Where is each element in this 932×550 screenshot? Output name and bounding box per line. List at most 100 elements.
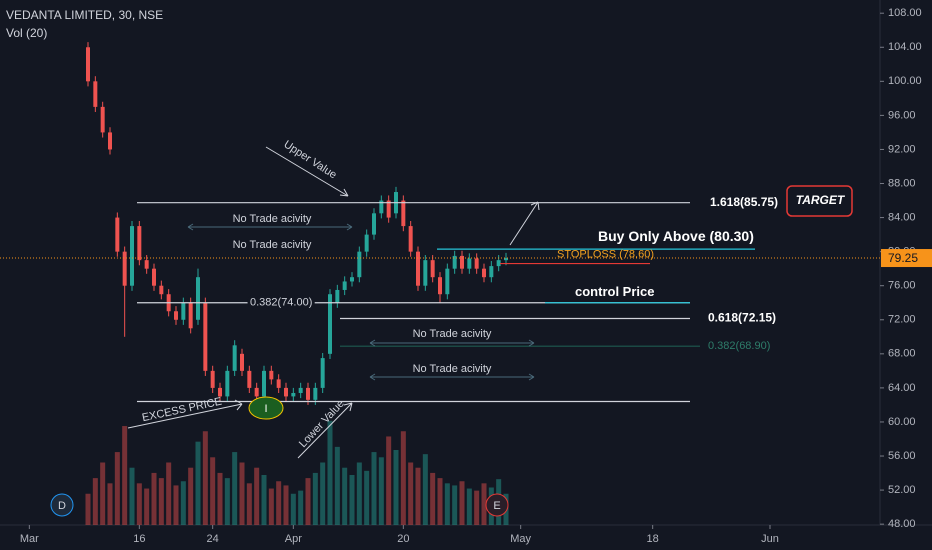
y-tick-label: 100.00 <box>888 75 922 87</box>
candle-body <box>210 370 215 388</box>
volume-bar <box>217 472 223 525</box>
volume-bar <box>246 483 252 525</box>
x-tick-label: 20 <box>397 533 409 545</box>
target-box <box>786 185 853 217</box>
candle-body <box>313 387 318 400</box>
arrow <box>127 399 243 429</box>
x-tick-label: Jun <box>761 533 779 545</box>
volume-bar <box>254 467 260 525</box>
candle-body <box>269 370 274 380</box>
x-tick-label: 16 <box>133 533 145 545</box>
candle-body <box>445 268 450 295</box>
candle-body <box>262 370 266 397</box>
volume-bar <box>268 488 274 525</box>
volume-bar <box>122 426 128 525</box>
candle-body <box>504 258 508 261</box>
candle-body <box>247 370 252 388</box>
candle-body <box>276 379 281 388</box>
volume-bar <box>437 478 443 525</box>
volume-bar <box>334 446 340 525</box>
annotation: No Trade acivity <box>233 239 312 251</box>
candle-body <box>196 277 200 320</box>
volume-bar <box>239 462 245 525</box>
candle-body <box>254 387 259 397</box>
candle-body <box>203 302 208 371</box>
y-tick-label: 48.00 <box>888 518 916 530</box>
candle-body <box>86 47 90 82</box>
volume-bar <box>92 478 98 525</box>
y-tick-label: 72.00 <box>888 314 916 326</box>
volume-bar <box>129 467 135 525</box>
candle-body <box>328 294 332 354</box>
volume-bar <box>481 483 487 525</box>
volume-bar <box>166 462 172 525</box>
candle-body <box>401 200 406 227</box>
candle-body <box>122 251 127 286</box>
ellipse <box>248 396 284 420</box>
candle-body <box>372 213 376 235</box>
volume-bar <box>327 420 333 525</box>
y-tick-label: 88.00 <box>888 177 916 189</box>
volume-bar <box>342 467 348 525</box>
level-label: 0.382(74.00) <box>250 297 312 309</box>
volume-bar <box>386 436 392 525</box>
candle-body <box>423 260 428 286</box>
volume-label: Vol (20) <box>6 26 47 40</box>
price-axis-panel <box>880 0 932 550</box>
volume-bar <box>430 472 436 525</box>
volume-bar <box>114 452 120 525</box>
candle-body <box>467 258 472 269</box>
volume-bar <box>224 478 230 525</box>
y-tick-label: 68.00 <box>888 348 916 360</box>
x-tick-label: Mar <box>20 533 39 545</box>
candle-body <box>386 200 391 218</box>
candle-body <box>137 226 142 261</box>
candle-body <box>335 289 340 303</box>
volume-bar <box>371 452 377 525</box>
candle-body <box>188 302 193 329</box>
volume-bar <box>298 490 304 525</box>
annotation: No Trade acivity <box>413 328 492 340</box>
double-arrow <box>369 339 535 347</box>
candle-body <box>108 132 112 150</box>
level-label: STOPLOSS (78.60) <box>557 248 654 260</box>
target-label: TARGET <box>796 193 846 207</box>
arrow <box>509 201 540 246</box>
volume-bar <box>151 472 157 525</box>
candle-body <box>357 251 362 278</box>
candle-body <box>225 370 230 397</box>
candle-body <box>320 358 325 388</box>
candle-body <box>232 345 237 371</box>
x-tick-label: 18 <box>647 533 659 545</box>
arrow <box>265 146 349 197</box>
volume-bar <box>312 472 318 525</box>
volume-bar <box>144 488 150 525</box>
candle-body <box>482 268 486 278</box>
candle-body <box>298 387 303 394</box>
candle-body <box>100 106 105 133</box>
volume-bar <box>107 483 113 525</box>
y-tick-label: 104.00 <box>888 41 922 53</box>
candle-body <box>430 260 435 278</box>
last-price-box <box>881 249 932 268</box>
x-tick-label: Apr <box>285 533 302 545</box>
level-label: 1.618(85.75) <box>710 195 778 209</box>
volume-bar <box>408 462 414 525</box>
volume-bar <box>276 481 282 525</box>
candle-body <box>93 81 98 107</box>
candle-body <box>240 353 244 371</box>
candle-body <box>159 285 164 295</box>
volume-bar <box>232 452 238 525</box>
y-tick-label: 52.00 <box>888 484 916 496</box>
volume-bar <box>85 493 91 525</box>
candle-body <box>438 277 442 295</box>
y-tick-label: 84.00 <box>888 211 916 223</box>
candle-body <box>474 258 479 269</box>
drawings <box>50 146 853 517</box>
volume-bar <box>180 481 186 525</box>
volume-bar <box>100 462 106 525</box>
volume-bar <box>466 488 472 525</box>
candle-body <box>115 217 120 252</box>
candle-body <box>144 260 149 269</box>
y-tick-label: 76.00 <box>888 280 916 292</box>
